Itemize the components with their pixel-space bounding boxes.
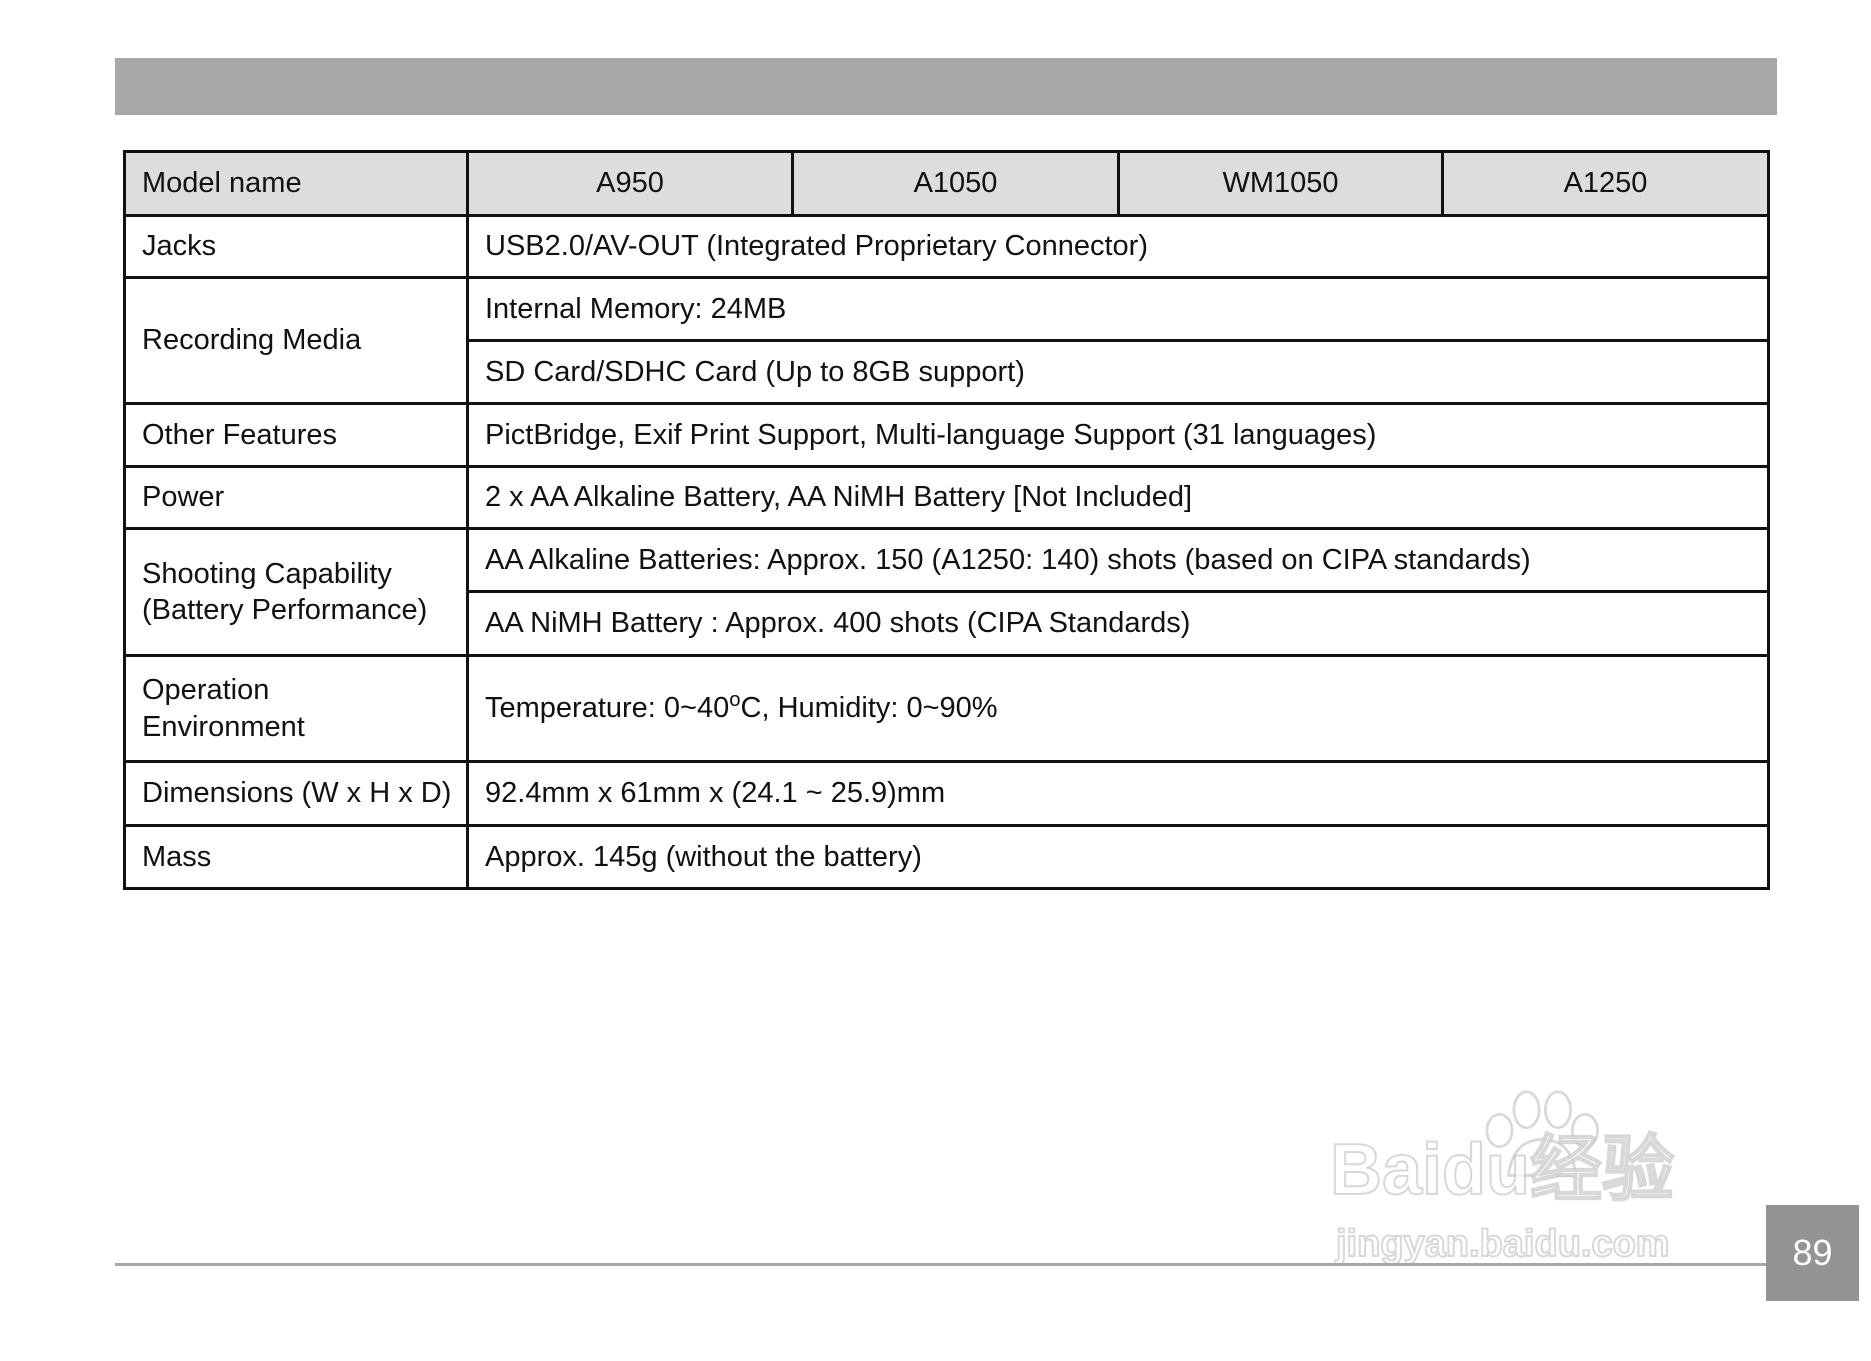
label-line: Operation xyxy=(142,674,270,707)
watermark-text: Baidu经验 xyxy=(1329,1129,1675,1211)
header-model-a950: A950 xyxy=(466,150,794,217)
table-row-dimensions: Dimensions (W x H x D) 92.4mm x 61mm x (… xyxy=(123,760,1770,827)
page-number: 89 xyxy=(1766,1205,1859,1301)
label-line: Shooting Capability xyxy=(142,557,392,590)
header-model-a1250: A1250 xyxy=(1441,150,1770,217)
label-line: (Battery Performance) xyxy=(142,594,428,626)
row-label: Jacks xyxy=(123,214,469,279)
footer-divider xyxy=(115,1263,1766,1266)
row-value: USB2.0/AV-OUT (Integrated Proprietary Co… xyxy=(466,214,1770,279)
header-model-a1050: A1050 xyxy=(791,150,1120,217)
table-row-recording-media: Recording Media Internal Memory: 24MB xyxy=(123,276,1770,405)
specifications-table: Model name A950 A1050 WM1050 A1250 Jacks… xyxy=(123,150,1770,890)
table-row-mass: Mass Approx. 145g (without the battery) xyxy=(123,824,1770,890)
row-value: AA NiMH Battery : Approx. 400 shots (CIP… xyxy=(466,590,1770,657)
row-label: Shooting Capability (Battery Performance) xyxy=(123,527,469,657)
header-model-wm1050: WM1050 xyxy=(1117,150,1444,217)
label-line: Environment xyxy=(142,710,305,743)
table-row-shooting-nimh: AA NiMH Battery : Approx. 400 shots (CIP… xyxy=(125,590,1770,657)
row-value: Internal Memory: 24MB xyxy=(466,276,1770,342)
row-label: Power xyxy=(123,465,469,530)
baidu-watermark-logo: Baidu经验 jingyan.baidu.com xyxy=(1329,1090,1750,1290)
table-row-shooting-capability: Shooting Capability (Battery Performance)… xyxy=(123,527,1770,657)
row-label: Recording Media xyxy=(123,276,469,405)
row-label: Other Features xyxy=(123,402,469,468)
row-value: Approx. 145g (without the battery) xyxy=(466,824,1770,890)
row-value: PictBridge, Exif Print Support, Multi-la… xyxy=(466,402,1770,468)
table-row-operation-environment: Operation Environment Temperature: 0~40oC… xyxy=(123,654,1770,763)
section-header-bar xyxy=(115,58,1777,115)
watermark-url: jingyan.baidu.com xyxy=(1335,1222,1671,1266)
value-prefix: Temperature: 0~40 xyxy=(485,692,730,725)
value-suffix: C, Humidity: 0~90% xyxy=(740,692,998,725)
row-value: AA Alkaline Batteries: Approx. 150 (A125… xyxy=(466,527,1770,593)
row-value: 92.4mm x 61mm x (24.1 ~ 25.9)mm xyxy=(466,760,1770,827)
paw-icon xyxy=(1485,1090,1599,1177)
row-value: 2 x AA Alkaline Battery, AA NiMH Battery… xyxy=(466,465,1770,530)
table-row-power: Power 2 x AA Alkaline Battery, AA NiMH B… xyxy=(123,465,1770,530)
row-label: Operation Environment xyxy=(123,654,469,763)
header-model-name: Model name xyxy=(123,150,469,217)
table-header-row: Model name A950 A1050 WM1050 A1250 xyxy=(123,150,1770,217)
table-row-other-features: Other Features PictBridge, Exif Print Su… xyxy=(123,402,1770,468)
row-label: Dimensions (W x H x D) xyxy=(123,760,469,827)
table-row-jacks: Jacks USB2.0/AV-OUT (Integrated Propriet… xyxy=(123,214,1770,279)
degree-sup: o xyxy=(729,689,741,712)
table-row-recording-media-sd: SD Card/SDHC Card (Up to 8GB support) xyxy=(125,339,1770,405)
row-value: Temperature: 0~40oC, Humidity: 0~90% xyxy=(466,654,1770,763)
row-value: SD Card/SDHC Card (Up to 8GB support) xyxy=(466,339,1770,405)
row-label: Mass xyxy=(123,824,469,890)
